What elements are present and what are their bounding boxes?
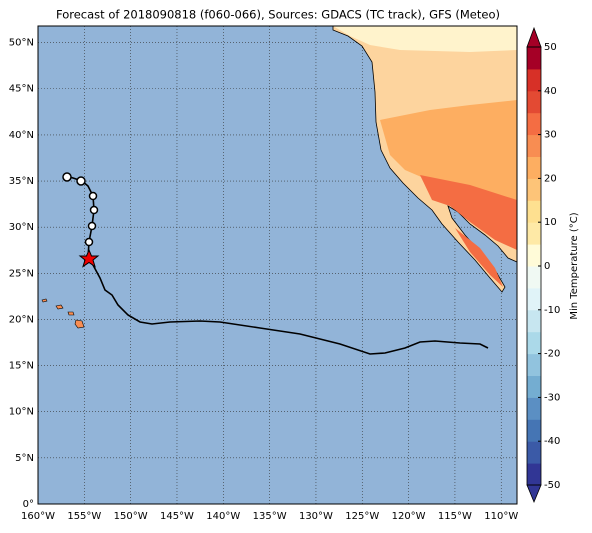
colorbar-label: Min Temperature (°C) — [569, 212, 580, 319]
colorbar-swatch — [527, 419, 541, 442]
track-points — [62, 172, 99, 247]
x-tick-label: 135°W — [253, 511, 287, 522]
colorbar-swatch — [527, 156, 541, 179]
y-tick-label: 50°N — [9, 38, 34, 49]
colorbar-swatch — [527, 266, 541, 289]
track-point — [89, 205, 99, 215]
colorbar-tick-label: 20 — [544, 173, 557, 184]
current-position — [78, 248, 100, 268]
track-point — [87, 221, 97, 231]
track-point — [76, 176, 86, 186]
x-tick-label: 125°W — [345, 511, 379, 522]
x-tick-label: 140°W — [206, 511, 240, 522]
y-tick-label: 10°N — [9, 407, 34, 418]
colorbar-swatch — [527, 200, 541, 223]
colorbar-extend-high — [526, 26, 542, 48]
colorbar-swatch — [527, 47, 541, 70]
x-tick-label: 110°W — [484, 511, 518, 522]
x-tick-label: 120°W — [392, 511, 426, 522]
track-point — [62, 172, 72, 182]
colorbar-swatch — [527, 441, 541, 464]
colorbar-swatch — [527, 287, 541, 311]
hawaii — [41, 298, 85, 329]
colorbar-swatch — [527, 309, 541, 333]
colorbar-tick-label: 0 — [544, 261, 550, 272]
y-tick-label: 0° — [23, 499, 34, 510]
colorbar-swatch — [527, 112, 541, 136]
y-tick-label: 30°N — [9, 222, 34, 233]
x-tick-label: 160°W — [21, 511, 55, 522]
x-tick-label: 145°W — [160, 511, 194, 522]
colorbar-swatch — [527, 134, 541, 157]
colorbar: -50 -40 -30 -20 -10 0 10 20 30 40 50 Min Temperatur… — [526, 26, 580, 504]
colorbar-swatch — [527, 397, 541, 420]
colorbar-tick-label: 40 — [544, 86, 557, 97]
map-title: Forecast of 2018090818 (f060-066), Sourc… — [56, 8, 500, 22]
track-point — [88, 191, 98, 201]
land-warm — [380, 100, 517, 200]
colorbar-swatch — [527, 463, 541, 486]
baja-hot — [455, 228, 503, 287]
y-tick-label: 15°N — [9, 361, 34, 372]
colorbar-swatch — [527, 375, 541, 398]
y-tick-label: 25°N — [9, 268, 34, 279]
land-cool — [333, 26, 517, 52]
y-tick-label: 45°N — [9, 84, 34, 95]
x-tick-label: 130°W — [299, 511, 333, 522]
colorbar-swatch — [527, 68, 541, 92]
colorbar-tick-label: -30 — [544, 392, 560, 403]
colorbar-tick-label: -10 — [544, 305, 560, 316]
colorbar-extend-low — [526, 484, 542, 504]
y-tick-label: 20°N — [9, 314, 34, 325]
x-tick-label: 150°W — [114, 511, 148, 522]
y-tick-label: 5°N — [15, 453, 34, 464]
colorbar-tick-label: 30 — [544, 130, 557, 141]
colorbar-swatch — [527, 244, 541, 267]
x-tick-label: 115°W — [438, 511, 472, 522]
y-tick-label: 40°N — [9, 130, 34, 141]
colorbar-swatch — [527, 353, 541, 376]
colorbar-tick-label: -40 — [544, 436, 560, 447]
track-point — [84, 237, 94, 247]
colorbar-tick-label: -20 — [544, 349, 560, 360]
colorbar-tick-label: 10 — [544, 217, 557, 228]
colorbar-swatch — [527, 178, 541, 201]
y-tick-label: 35°N — [9, 176, 34, 187]
colorbar-tick-label: -50 — [544, 480, 560, 491]
colorbar-tick-label: 50 — [544, 42, 557, 53]
colorbar-swatch — [527, 90, 541, 114]
land-hot — [420, 175, 517, 250]
colorbar-swatch — [527, 331, 541, 355]
map-frame — [37, 25, 518, 505]
colorbar-swatch — [527, 222, 541, 245]
x-tick-label: 155°W — [67, 511, 101, 522]
